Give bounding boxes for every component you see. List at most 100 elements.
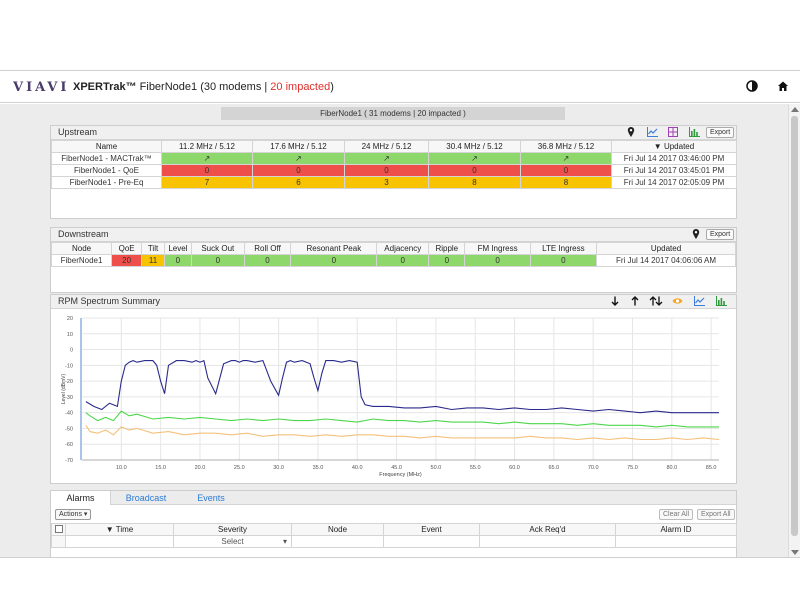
status-cell[interactable]: 0 (163, 254, 192, 267)
alarm-id-filter-input[interactable] (615, 535, 737, 548)
tab-alarms[interactable]: Alarms (51, 491, 111, 505)
line-chart-icon[interactable] (647, 127, 658, 140)
status-cell[interactable]: 0 (376, 254, 430, 267)
clear-all-button[interactable]: Clear All (659, 509, 694, 520)
actions-dropdown[interactable]: Actions ▾ (55, 509, 92, 520)
y-tick-label: -60 (65, 442, 73, 448)
status-cell[interactable]: 0 (344, 164, 429, 177)
status-cell[interactable]: Fri Jul 14 2017 04:06:06 AM (596, 254, 736, 267)
table-row[interactable]: FiberNode1 - MACTrak™ ↗ ↗ ↗ ↗ ↗ Fri Jul 14 201… (51, 152, 737, 165)
eye-icon[interactable] (672, 296, 683, 309)
y-tick-label: -10 (65, 363, 73, 369)
status-cell[interactable]: ↗ (252, 152, 345, 165)
vertical-scrollbar[interactable] (788, 104, 800, 557)
status-cell[interactable]: 0 (252, 164, 345, 177)
column-header[interactable]: Adjacency (376, 242, 430, 255)
column-header[interactable]: Severity (173, 523, 292, 536)
line-chart-icon[interactable] (694, 296, 705, 309)
status-cell[interactable]: 20 (111, 254, 143, 267)
node-banner: FiberNode1 ( 31 modems | 20 impacted ) (221, 107, 565, 120)
column-header[interactable]: Suck Out (190, 242, 245, 255)
status-cell[interactable]: 6 (252, 176, 345, 189)
tab-events[interactable]: Events (197, 493, 225, 503)
column-header[interactable]: ▼ Time (65, 523, 174, 536)
pin-icon[interactable] (692, 229, 700, 242)
ack-filter-input[interactable] (479, 535, 616, 548)
column-header[interactable]: FM Ingress (464, 242, 531, 255)
column-header[interactable]: Level (163, 242, 192, 255)
table-row[interactable]: FiberNode1 - Pre-Eq 7 6 3 8 8 Fri Jul 14 2017 … (51, 176, 737, 189)
updated-cell: Fri Jul 14 2017 03:45:01 PM (611, 164, 737, 177)
export-all-button[interactable]: Export All (697, 509, 735, 520)
downstream-export-button[interactable]: Export (706, 229, 735, 240)
column-header[interactable]: Name (51, 140, 162, 153)
column-header[interactable]: 24 MHz / 5.12 (344, 140, 429, 153)
status-cell[interactable]: 0 (520, 164, 612, 177)
scroll-down-icon[interactable] (791, 550, 799, 555)
arrow-down-icon[interactable] (611, 296, 619, 309)
column-header[interactable]: Node (50, 242, 113, 255)
column-header[interactable]: Alarm ID (615, 523, 737, 536)
status-cell[interactable]: 0 (529, 254, 598, 267)
contrast-icon[interactable] (744, 78, 760, 94)
column-header[interactable]: Node (291, 523, 384, 536)
column-header[interactable]: Tilt (141, 242, 165, 255)
status-cell[interactable]: 7 (161, 176, 253, 189)
node-filter-input[interactable] (291, 535, 384, 548)
status-cell[interactable]: 0 (243, 254, 292, 267)
column-header[interactable]: QoE (111, 242, 143, 255)
arrows-updown-icon[interactable] (649, 296, 663, 309)
severity-filter-select[interactable]: Select ▾ (173, 535, 292, 548)
column-header[interactable]: 30.4 MHz / 5.12 (428, 140, 521, 153)
app-name: XPERTrak™ (73, 81, 137, 93)
status-cell[interactable]: 0 (428, 254, 466, 267)
tab-broadcast[interactable]: Broadcast (125, 493, 167, 503)
upstream-panel: Upstream Export (50, 125, 737, 219)
select-all-checkbox[interactable] (51, 523, 66, 536)
status-cell[interactable]: ↗ (344, 152, 429, 165)
upstream-header: Upstream Export (51, 126, 736, 140)
column-header[interactable]: Ack Req'd (479, 523, 616, 536)
table-row[interactable]: FiberNode1 - QoE 0 0 0 0 0 Fri Jul 14 2017 03:… (51, 164, 737, 177)
status-cell[interactable]: 8 (520, 176, 612, 189)
alarms-table: ▼ Time Severity Node Event Ack Req'd Ala… (51, 523, 737, 548)
home-icon[interactable] (775, 78, 791, 94)
status-cell[interactable]: 0 (464, 254, 531, 267)
column-header[interactable]: Roll Off (243, 242, 292, 255)
status-cell[interactable]: ↗ (520, 152, 612, 165)
bar-chart-icon[interactable] (716, 296, 727, 309)
scroll-thumb[interactable] (791, 116, 798, 536)
column-header[interactable]: Event (383, 523, 480, 536)
bar-chart-icon[interactable] (689, 127, 700, 140)
status-cell[interactable]: 0 (290, 254, 378, 267)
column-header[interactable]: Updated (596, 242, 736, 255)
alarm-tabs: Alarms Broadcast Events (51, 491, 736, 505)
status-cell[interactable]: 0 (190, 254, 245, 267)
status-cell[interactable]: FiberNode1 (50, 254, 113, 267)
column-header[interactable]: 11.2 MHz / 5.12 (161, 140, 253, 153)
grid-icon[interactable] (668, 127, 678, 140)
pin-icon[interactable] (627, 127, 635, 140)
status-cell[interactable]: 0 (428, 164, 521, 177)
column-header[interactable]: ▼ Updated (611, 140, 737, 153)
x-tick-label: 55.0 (470, 465, 481, 471)
status-cell[interactable]: 3 (344, 176, 429, 189)
column-header[interactable]: Resonant Peak (290, 242, 378, 255)
table-row[interactable]: FiberNode1 20 11 0 0 0 0 0 0 0 0 Fri Jul 14 2017 04… (50, 254, 736, 267)
column-header[interactable]: LTE Ingress (529, 242, 598, 255)
series-line-2 (85, 425, 720, 441)
column-header[interactable]: Ripple (428, 242, 466, 255)
status-cell[interactable]: ↗ (428, 152, 521, 165)
column-header[interactable]: 17.6 MHz / 5.12 (252, 140, 345, 153)
status-cell[interactable]: 11 (141, 254, 165, 267)
status-cell[interactable]: ↗ (161, 152, 253, 165)
scroll-up-icon[interactable] (791, 107, 799, 112)
status-cell[interactable]: 8 (428, 176, 521, 189)
arrow-up-icon[interactable] (631, 296, 639, 309)
time-filter-input[interactable] (65, 535, 174, 548)
upstream-export-button[interactable]: Export (706, 127, 735, 138)
status-cell[interactable]: 0 (161, 164, 253, 177)
event-filter-input[interactable] (383, 535, 480, 548)
column-header[interactable]: 36.8 MHz / 5.12 (520, 140, 612, 153)
x-tick-label: 80.0 (666, 465, 677, 471)
